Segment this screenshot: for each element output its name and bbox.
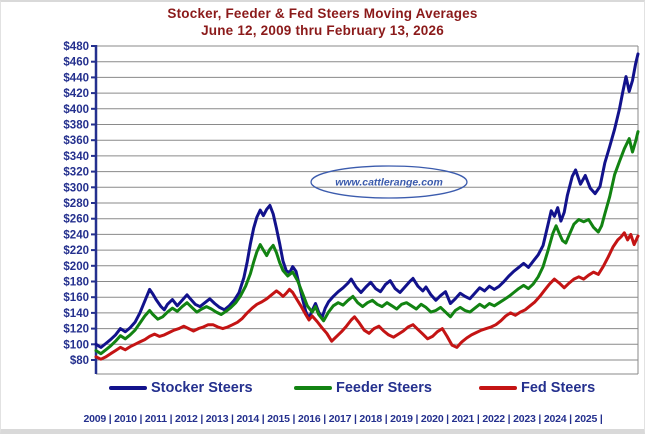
y-axis-label: $340 <box>63 151 89 163</box>
y-axis-label: $320 <box>63 167 89 179</box>
y-axis-label: $100 <box>63 339 89 351</box>
y-axis-label: $300 <box>63 182 89 194</box>
fed-steers-line-swatch <box>479 386 517 390</box>
y-axis-label: $200 <box>63 261 89 273</box>
y-axis-label: $280 <box>63 198 89 210</box>
stocker-steers-line <box>94 52 640 349</box>
y-axis-label: $440 <box>63 72 89 84</box>
watermark-ellipse-border <box>310 165 468 199</box>
y-axis-label: $420 <box>63 88 89 100</box>
legend-label-fed-steers: Fed Steers <box>521 380 596 396</box>
y-axis-label: $400 <box>63 104 89 116</box>
y-axis-label: $240 <box>63 229 89 241</box>
y-axis-label: $360 <box>63 135 89 147</box>
stocker-steers-line-swatch <box>109 386 147 390</box>
feeder-steers-line-swatch <box>294 386 332 390</box>
legend-label-feeder-steers: Feeder Steers <box>336 380 432 396</box>
chart-title: Stocker, Feeder & Fed Steers Moving Aver… <box>167 6 478 21</box>
legend-entry-feeder-steers: Feeder Steers <box>294 376 432 400</box>
y-axis-label: $480 <box>63 41 89 53</box>
y-axis-label: $460 <box>63 57 89 69</box>
y-axis-label: $380 <box>63 120 89 132</box>
feeder-steers-line <box>94 130 640 356</box>
legend-entry-fed-steers: Fed Steers <box>479 376 595 400</box>
legend: Stocker Steers Feeder Steers Fed Steers <box>1 376 644 400</box>
watermark-ellipse-fill <box>311 166 467 198</box>
y-axis-label: $180 <box>63 277 89 289</box>
y-axis-label: $160 <box>63 292 89 304</box>
y-axis-label: $120 <box>63 324 89 336</box>
y-axis-label: $260 <box>63 214 89 226</box>
chart-title-block: Stocker, Feeder & Fed Steers Moving Aver… <box>1 5 644 39</box>
fed-steers-line <box>94 231 640 361</box>
x-axis-year-labels: 2009 | 2010 | 2011 | 2012 | 2013 | 2014 … <box>83 413 603 425</box>
y-axis-label: $80 <box>70 355 89 367</box>
legend-entry-stocker-steers: Stocker Steers <box>109 376 253 400</box>
legend-label-stocker-steers: Stocker Steers <box>151 380 253 396</box>
chart-subtitle: June 12, 2009 thru February 13, 2026 <box>201 23 444 38</box>
y-axis-label: $140 <box>63 308 89 320</box>
y-axis-label: $220 <box>63 245 89 257</box>
watermark-text: www.cattlerange.com <box>335 177 443 189</box>
